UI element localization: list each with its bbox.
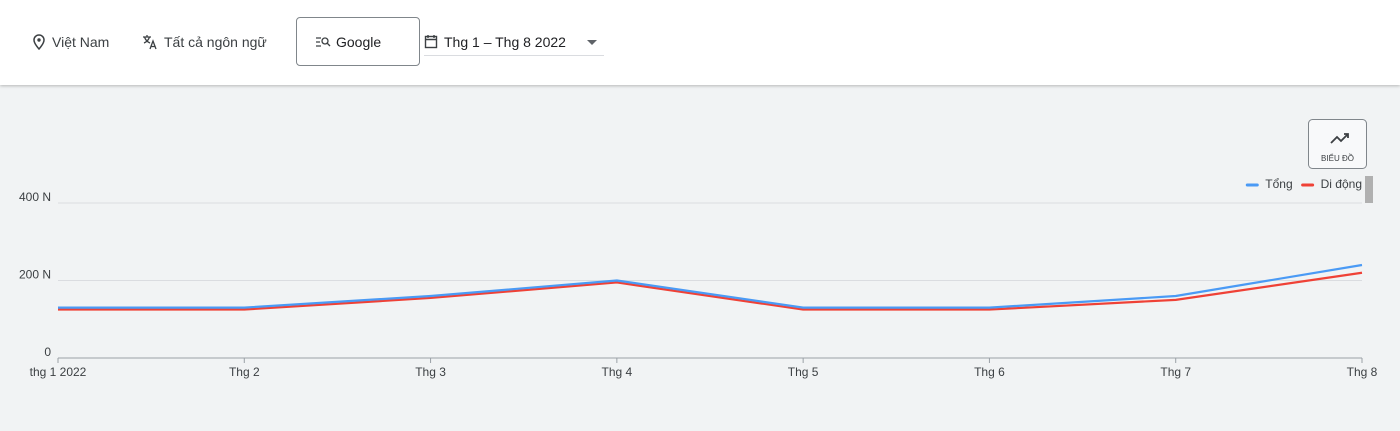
date-filter[interactable]: Thg 1 – Thg 8 2022: [424, 28, 604, 56]
x-tick-label: Thg 7: [1160, 365, 1191, 379]
y-tick-label: 0: [44, 345, 51, 359]
x-tick-label: Thg 4: [602, 365, 633, 379]
filter-bar: Việt Nam Tất cả ngôn ngữ Google Thg 1 – …: [0, 0, 1400, 85]
source-filter[interactable]: Google: [296, 17, 420, 66]
chart-type-button[interactable]: BIỂU ĐỒ: [1308, 119, 1367, 169]
x-tick-label: Thg 6: [974, 365, 1005, 379]
pin-icon: [33, 34, 45, 50]
y-tick-label: 200 N: [19, 268, 51, 282]
button-frame: [1308, 119, 1367, 169]
series-line: [58, 263, 1363, 309]
location-text: Việt Nam: [52, 34, 110, 50]
chart: BIỂU ĐỒ 0 200 N 400 N thg 1 2022 Thg 2 Thg 3 T…: [19, 119, 1378, 379]
scrollbar-thumb: [1365, 176, 1373, 203]
x-tick-label: Thg 2: [229, 365, 260, 379]
y-tick-label: 400 N: [19, 190, 51, 204]
series-line: [58, 271, 1363, 311]
x-tick-label: Thg 8: [1347, 365, 1378, 379]
x-tick-label: thg 1 2022: [30, 365, 87, 379]
source-text: Google: [336, 33, 382, 50]
legend-label: Di động: [1321, 177, 1362, 191]
date-text: Thg 1 – Thg 8 2022: [444, 33, 566, 50]
calendar-icon: [424, 35, 438, 49]
language-text: Tất cả ngôn ngữ: [164, 34, 267, 50]
dropdown-arrow: [587, 40, 597, 45]
location-filter[interactable]: Việt Nam: [32, 31, 109, 53]
x-tick-label: Thg 3: [415, 365, 446, 379]
language-filter[interactable]: Tất cả ngôn ngữ: [142, 31, 267, 53]
trend-icon: [1330, 133, 1349, 144]
button-label: BIỂU ĐỒ: [1321, 153, 1354, 163]
x-tick-label: Thg 5: [788, 365, 819, 379]
legend-label: Tổng: [1265, 177, 1292, 191]
search-icon: [316, 36, 331, 47]
translate-icon: [143, 35, 157, 50]
